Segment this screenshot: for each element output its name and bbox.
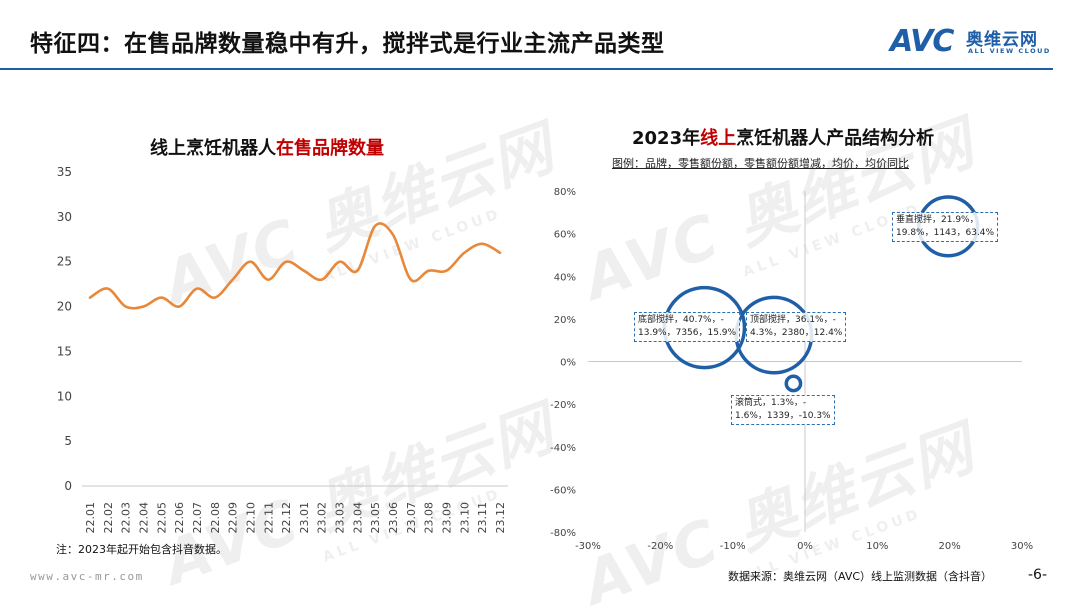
x-tick-label: 22.01 bbox=[84, 502, 97, 534]
x-tick-label: 23.10 bbox=[458, 502, 471, 534]
x-tick-label: 22.02 bbox=[102, 502, 115, 534]
x-tick-label: 22.06 bbox=[173, 502, 186, 534]
data-source: 数据来源：奥维云网（AVC）线上监测数据（含抖音） bbox=[728, 570, 993, 583]
x-tick-label: 0% bbox=[797, 541, 813, 552]
y-tick-label: 15 bbox=[57, 344, 72, 358]
bubble-label: 顶部搅拌，36.1%，- 4.3%，2380，12.4% bbox=[746, 312, 847, 342]
bubble-label: 垂直搅拌，21.9%， 19.8%，1143，63.4% bbox=[892, 212, 999, 242]
page-title: 特征四：在售品牌数量稳中有升，搅拌式是行业主流产品类型 bbox=[30, 31, 665, 57]
y-tick-label: 40% bbox=[554, 272, 576, 283]
y-tick-label: 80% bbox=[554, 187, 576, 198]
y-tick-label: 30 bbox=[57, 210, 72, 224]
x-tick-label: -10% bbox=[720, 541, 746, 552]
y-tick-label: -80% bbox=[550, 528, 576, 539]
y-tick-label: 20 bbox=[57, 300, 72, 314]
y-tick-label: 60% bbox=[554, 230, 576, 241]
website-text: www.avc-mr.com bbox=[30, 570, 144, 583]
x-tick-label: 23.07 bbox=[405, 502, 418, 534]
y-tick-label: 10 bbox=[57, 389, 72, 403]
x-tick-label: 22.04 bbox=[137, 502, 150, 534]
x-tick-label: 23.09 bbox=[441, 502, 454, 534]
bubble-滚筒式 bbox=[784, 374, 803, 393]
bubble-label: 底部搅拌，40.7%，- 13.9%，7356，15.9% bbox=[634, 312, 741, 342]
logo-avc-text: AVC bbox=[890, 24, 954, 59]
x-tick-label: 22.08 bbox=[209, 502, 222, 534]
x-tick-label: 23.04 bbox=[351, 502, 364, 534]
footnote: 注：2023年起开始包含抖音数据。 bbox=[56, 543, 227, 556]
x-tick-label: 22.12 bbox=[280, 502, 293, 534]
x-tick-label: 22.10 bbox=[244, 502, 257, 534]
x-tick-label: 22.07 bbox=[191, 502, 204, 534]
x-tick-label: 23.03 bbox=[334, 502, 347, 534]
y-tick-label: 25 bbox=[57, 255, 72, 269]
x-tick-label: 23.05 bbox=[369, 502, 382, 534]
header-divider bbox=[0, 68, 1053, 70]
x-tick-label: 23.12 bbox=[494, 502, 507, 534]
bubble-label: 滚筒式，1.3%，- 1.6%，1339，-10.3% bbox=[731, 395, 835, 425]
y-tick-label: 0 bbox=[64, 479, 72, 493]
y-tick-label: -40% bbox=[550, 443, 576, 454]
y-tick-label: 0% bbox=[560, 358, 576, 369]
x-tick-label: 23.08 bbox=[423, 502, 436, 534]
y-tick-label: 5 bbox=[64, 434, 72, 448]
avc-logo: AVC 奥维云网 ALL VIEW CLOUD bbox=[890, 22, 1060, 62]
y-tick-label: 20% bbox=[554, 315, 576, 326]
y-tick-label: -20% bbox=[550, 400, 576, 411]
x-tick-label: 30% bbox=[1011, 541, 1033, 552]
right-chart-legend: 图例：品牌，零售额份额，零售额份额增减，均价，均价同比 bbox=[612, 157, 909, 170]
right-chart-title: 2023年线上烹饪机器人产品结构分析 bbox=[632, 128, 935, 149]
x-tick-label: 22.09 bbox=[227, 502, 240, 534]
left-chart-title: 线上烹饪机器人在售品牌数量 bbox=[150, 138, 384, 159]
x-tick-label: 10% bbox=[866, 541, 888, 552]
x-tick-label: -30% bbox=[575, 541, 601, 552]
x-tick-label: 22.05 bbox=[155, 502, 168, 534]
x-tick-label: 22.03 bbox=[120, 502, 133, 534]
logo-cn-text: 奥维云网 bbox=[966, 30, 1038, 50]
x-tick-label: 23.02 bbox=[316, 502, 329, 534]
x-tick-label: 20% bbox=[939, 541, 961, 552]
x-tick-label: 23.06 bbox=[387, 502, 400, 534]
x-tick-label: 22.11 bbox=[262, 502, 275, 534]
y-tick-label: 35 bbox=[57, 165, 72, 179]
x-tick-label: -20% bbox=[647, 541, 673, 552]
x-tick-label: 23.01 bbox=[298, 502, 311, 534]
page-number: -6- bbox=[1028, 567, 1048, 583]
y-tick-label: -60% bbox=[550, 485, 576, 496]
x-tick-label: 23.11 bbox=[476, 502, 489, 533]
brand-count-line bbox=[88, 222, 502, 310]
logo-en-text: ALL VIEW CLOUD bbox=[968, 47, 1051, 55]
